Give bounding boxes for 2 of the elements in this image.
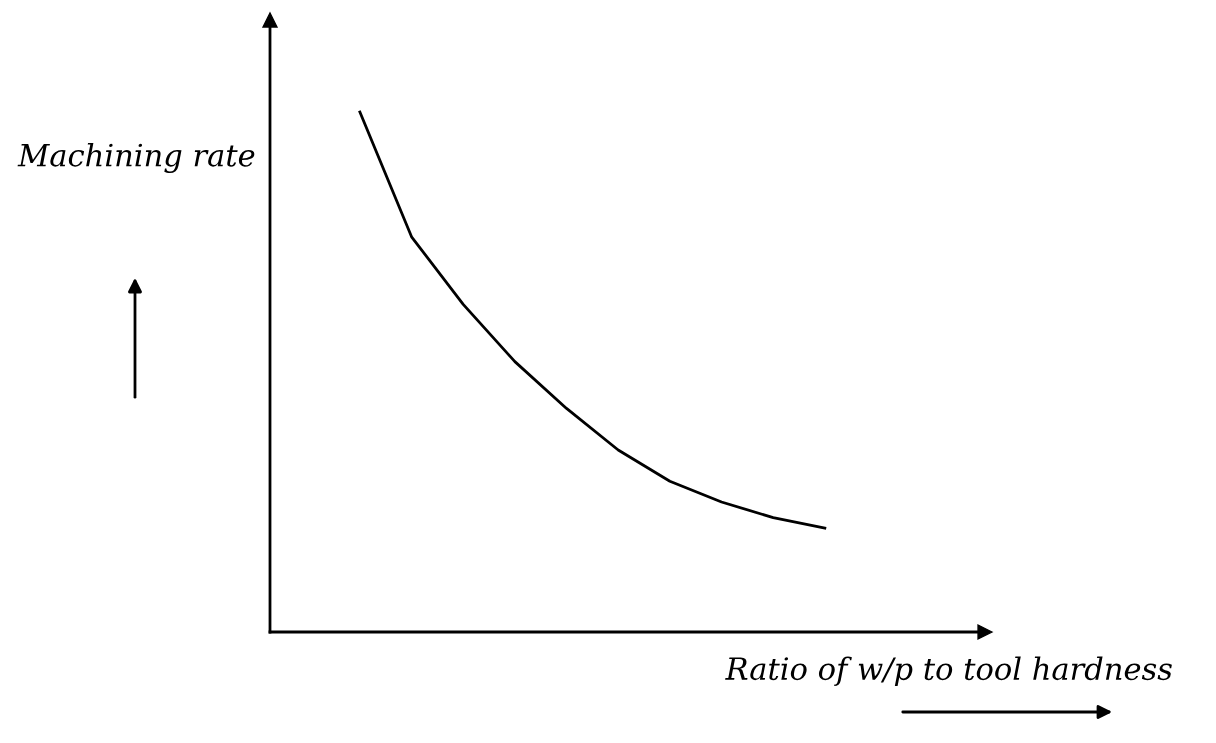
- x-axis-title: Ratio of w/p to tool hardness: [725, 656, 1172, 687]
- y-axis-title: Machining rate: [17, 142, 255, 173]
